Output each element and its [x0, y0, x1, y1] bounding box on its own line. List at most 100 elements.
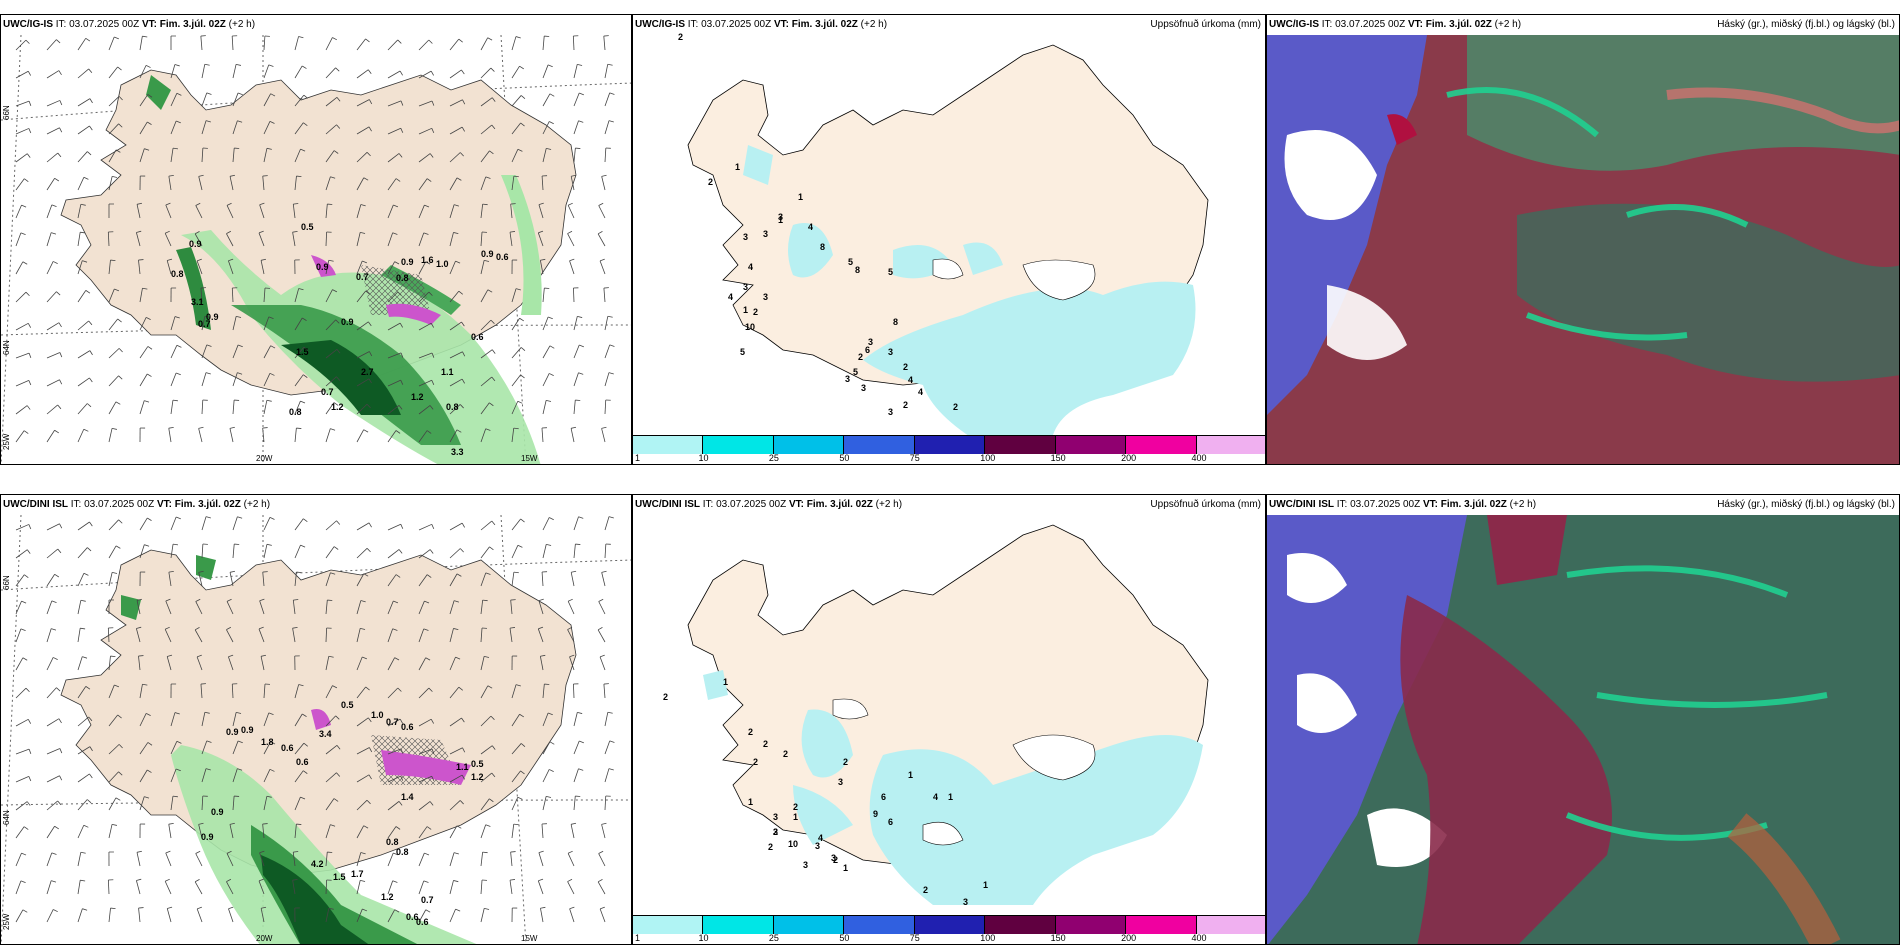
- wind-barb-flag: [82, 656, 88, 659]
- wind-barb-flag: [27, 719, 32, 724]
- wind-barb: [77, 403, 88, 415]
- wind-barb: [387, 549, 400, 559]
- wind-barb-flag: [363, 429, 369, 433]
- wind-barb: [15, 232, 22, 247]
- value-label: 0.6: [406, 912, 419, 922]
- wind-barb: [108, 519, 119, 531]
- wind-barb: [449, 656, 456, 671]
- wind-barb: [168, 572, 172, 587]
- colorbar-label: 150: [1050, 933, 1066, 943]
- wind-barb-flag: [118, 123, 123, 128]
- wind-barb-flag: [453, 204, 460, 207]
- wind-barb: [387, 379, 401, 387]
- wind-barb-flag: [458, 290, 463, 295]
- wind-barb: [418, 100, 433, 107]
- precip-title: Uppsöfnuð úrkoma (mm): [1150, 499, 1261, 510]
- wind-barb: [511, 401, 519, 415]
- wind-barb: [77, 177, 85, 191]
- wind-barb: [573, 796, 576, 811]
- wind-barb: [325, 546, 335, 559]
- wind-barb: [195, 205, 203, 219]
- wind-barb-flag: [459, 548, 464, 553]
- wind-barb-flag: [176, 92, 182, 96]
- wind-barb: [139, 373, 148, 387]
- wind-barb-flag: [205, 120, 211, 123]
- wind-barb-flag: [172, 795, 178, 798]
- colorbar-label: 100: [980, 453, 996, 463]
- wind-barb-flag: [268, 712, 274, 715]
- wind-barb-flag: [571, 426, 577, 429]
- wind-barb: [46, 880, 52, 895]
- wind-barb: [387, 852, 394, 867]
- wind-barb-flag: [517, 400, 523, 404]
- wind-barb-flag: [426, 826, 432, 830]
- wind-barb: [15, 657, 24, 671]
- value-label: 3.4: [319, 729, 332, 739]
- wind-barb-flag: [601, 570, 607, 573]
- wind-barb-flag: [147, 346, 153, 350]
- colorbar: [633, 915, 1265, 934]
- wind-barb: [418, 718, 432, 727]
- wind-barb-flag: [26, 405, 31, 410]
- wind-barb-flag: [459, 404, 464, 409]
- wind-barb-flag: [546, 543, 552, 546]
- wind-barb: [387, 70, 401, 79]
- wind-barb-flag: [519, 317, 525, 322]
- wind-barb: [480, 37, 489, 51]
- wind-barb-flag: [172, 399, 178, 402]
- wind-barb-flag: [20, 880, 26, 884]
- wind-barb-flag: [461, 522, 465, 528]
- wind-barb: [77, 746, 91, 755]
- wind-barb-flag: [547, 64, 553, 68]
- lon-label: 25W: [2, 913, 11, 930]
- wind-barb: [511, 149, 519, 163]
- wind-barb-flag: [520, 770, 525, 775]
- wind-barb-flag: [335, 319, 340, 324]
- wind-barb-flag: [87, 547, 92, 552]
- wind-barb-flag: [366, 403, 371, 409]
- wind-barb: [418, 232, 425, 247]
- value-label: 2: [708, 177, 713, 187]
- wind-barb-flag: [489, 546, 494, 551]
- wind-barb: [356, 429, 365, 443]
- wind-barb: [480, 656, 485, 671]
- wind-barb: [228, 260, 234, 275]
- wind-barb: [194, 881, 203, 895]
- wind-barb-flag: [206, 740, 212, 743]
- value-label: 3: [868, 337, 873, 347]
- wind-barb: [77, 656, 83, 671]
- value-label: 2: [903, 400, 908, 410]
- wind-barb: [573, 712, 578, 727]
- wind-barb-flag: [363, 573, 369, 577]
- wind-barb: [15, 322, 29, 331]
- wind-barb-flag: [453, 880, 459, 883]
- wind-barb: [418, 549, 431, 559]
- wind-barb-flag: [111, 427, 118, 430]
- wind-barb: [77, 125, 90, 135]
- wind-barb: [294, 518, 304, 531]
- wind-barb-flag: [258, 626, 264, 630]
- wind-barb-flag: [368, 378, 372, 384]
- wind-barb-flag: [269, 516, 275, 520]
- wind-barb: [387, 523, 401, 531]
- value-label: 1: [778, 215, 783, 225]
- wind-barb-flag: [145, 65, 151, 68]
- colorbar-swatch: [1196, 916, 1265, 934]
- wind-barb: [108, 401, 117, 415]
- wind-barb-flag: [115, 797, 121, 801]
- wind-barb-flag: [453, 600, 460, 603]
- wind-barb: [325, 260, 330, 275]
- wind-barb-flag: [226, 878, 232, 882]
- value-label: 1: [748, 797, 753, 807]
- wind-barb-flag: [491, 124, 496, 130]
- wind-barb: [387, 430, 397, 443]
- wind-barb-flag: [302, 317, 307, 321]
- wind-barb: [418, 852, 425, 867]
- wind-barb: [325, 908, 330, 923]
- wind-barb: [387, 718, 401, 727]
- wind-barb-flag: [569, 906, 575, 910]
- wind-barb-flag: [429, 153, 434, 158]
- wind-barb: [292, 600, 296, 615]
- wind-barb-flag: [226, 230, 232, 234]
